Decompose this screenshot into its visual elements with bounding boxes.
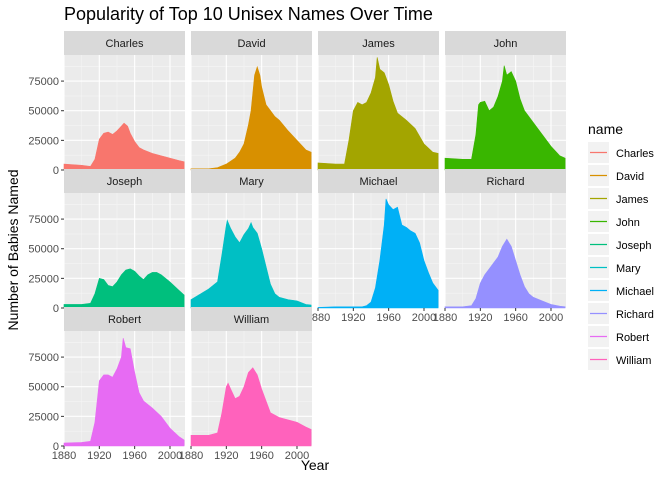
facet-strip-label: John xyxy=(494,38,518,50)
facet-panel-charles: Charles 0 25000 50000 75000 xyxy=(28,31,185,177)
y-tick-label: 50000 xyxy=(28,106,59,118)
area-james xyxy=(317,57,439,171)
y-tick-label: 25000 xyxy=(28,411,59,423)
area-mary xyxy=(190,219,312,309)
x-tick-label: 1880 xyxy=(52,450,76,462)
facet-strip xyxy=(318,31,439,55)
x-tick-label: 1960 xyxy=(122,450,146,462)
legend-item-john: John xyxy=(588,211,640,232)
facet-panel-james: James xyxy=(317,31,439,171)
x-tick-label: 1920 xyxy=(468,312,492,324)
facet-panel-joseph: Joseph 0 25000 50000 75000 xyxy=(28,169,185,315)
y-tick-label: 25000 xyxy=(28,135,59,147)
facet-strip xyxy=(191,31,312,55)
legend-title: name xyxy=(588,121,623,137)
legend-item-william: William xyxy=(588,349,651,370)
legend-label: Michael xyxy=(616,286,654,298)
area-david xyxy=(190,65,312,171)
y-tick-label: 50000 xyxy=(28,382,59,394)
facet-strip-label: David xyxy=(237,38,265,50)
facet-strip xyxy=(191,307,312,331)
legend-item-richard: Richard xyxy=(588,303,654,324)
legend-item-joseph: Joseph xyxy=(588,234,651,255)
legend-item-robert: Robert xyxy=(588,326,649,347)
legend-label: James xyxy=(616,194,649,206)
x-tick-label: 2000 xyxy=(412,312,436,324)
y-tick-label: 0 xyxy=(53,441,59,453)
x-tick-label: 2000 xyxy=(539,312,563,324)
x-tick-label: 1880 xyxy=(433,312,457,324)
facet-panel-mary: Mary xyxy=(190,169,312,309)
facet-panel-william: William 1880 1920 1960 2000 xyxy=(179,307,312,462)
facet-panels: Charles 0 25000 50000 75000 David James John Jos… xyxy=(28,31,566,462)
x-tick-label: 1920 xyxy=(214,450,238,462)
facet-strip-label: Joseph xyxy=(107,176,142,188)
legend-item-michael: Michael xyxy=(588,280,654,301)
legend-label: David xyxy=(616,171,644,183)
legend-label: Richard xyxy=(616,309,654,321)
area-joseph xyxy=(63,268,185,309)
facet-panel-john: John xyxy=(444,31,566,171)
y-tick-label: 75000 xyxy=(28,76,59,88)
legend-label: Charles xyxy=(616,148,654,160)
x-tick-label: 1920 xyxy=(341,312,365,324)
facet-strip-label: Michael xyxy=(360,176,398,188)
legend-label: John xyxy=(616,217,640,229)
legend-item-david: David xyxy=(588,165,644,186)
area-robert xyxy=(63,338,185,447)
x-tick-label: 1960 xyxy=(249,450,273,462)
legend-item-charles: Charles xyxy=(588,142,654,163)
facet-strip-label: Robert xyxy=(108,314,141,326)
legend-label: Mary xyxy=(616,263,641,275)
facet-strip xyxy=(64,307,185,331)
chart-title: Popularity of Top 10 Unisex Names Over T… xyxy=(64,4,433,24)
legend-label: William xyxy=(616,355,651,367)
legend-item-james: James xyxy=(588,188,649,209)
area-michael xyxy=(317,198,439,309)
facet-panel-richard: Richard 1880 1920 1960 2000 xyxy=(433,169,566,324)
facet-strip-label: James xyxy=(362,38,395,50)
area-william xyxy=(190,367,312,447)
legend: name Charles David James John Joseph Mary Mich… xyxy=(586,121,662,372)
x-tick-label: 1920 xyxy=(87,450,111,462)
facet-strip xyxy=(445,169,566,193)
legend-label: Robert xyxy=(616,332,649,344)
facet-strip xyxy=(445,31,566,55)
facet-panel-david: David xyxy=(190,31,312,171)
legend-label: Joseph xyxy=(616,240,651,252)
facet-strip-label: Mary xyxy=(239,176,264,188)
facet-strip-label: Richard xyxy=(487,176,525,188)
x-tick-label: 1960 xyxy=(503,312,527,324)
area-richard xyxy=(444,238,566,309)
legend-item-mary: Mary xyxy=(588,257,641,278)
facet-strip xyxy=(64,169,185,193)
facet-strip-label: Charles xyxy=(106,38,144,50)
y-tick-label: 0 xyxy=(53,303,59,315)
facet-strip xyxy=(191,169,312,193)
facet-panel-robert: Robert 0 25000 50000 75000 1880 1920 1960 2000 xyxy=(28,307,185,462)
y-axis-title: Number of Babies Named xyxy=(5,169,21,330)
facet-strip-label: William xyxy=(234,314,269,326)
x-tick-label: 1880 xyxy=(179,450,203,462)
area-charles xyxy=(63,122,185,171)
x-tick-label: 2000 xyxy=(158,450,182,462)
legend-items: Charles David James John Joseph Mary Michael Ri… xyxy=(588,142,654,370)
facet-strip xyxy=(318,169,439,193)
y-tick-label: 0 xyxy=(53,165,59,177)
y-tick-label: 75000 xyxy=(28,214,59,226)
y-tick-label: 75000 xyxy=(28,352,59,364)
area-john xyxy=(444,65,566,171)
x-axis-title: Year xyxy=(301,457,330,473)
x-tick-label: 2000 xyxy=(285,450,309,462)
x-tick-label: 1960 xyxy=(376,312,400,324)
facet-strip xyxy=(64,31,185,55)
y-tick-label: 25000 xyxy=(28,273,59,285)
y-tick-label: 50000 xyxy=(28,244,59,256)
